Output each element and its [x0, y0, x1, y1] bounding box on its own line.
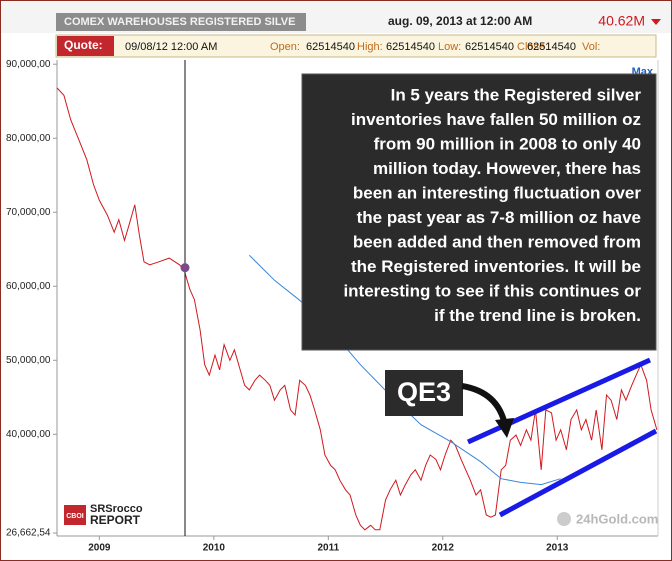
note-line: the past year as 7-8 million oz have [357, 208, 641, 227]
chart-title: COMEX WAREHOUSES REGISTERED SILVE [64, 16, 295, 28]
y-tick-label: 80,000,00 [6, 133, 51, 144]
note-line: inventories have fallen 50 million oz [351, 110, 641, 129]
x-tick-label: 2010 [203, 543, 226, 554]
close-label: Close: [517, 41, 548, 53]
y-tick-label: 40,000,00 [6, 429, 51, 440]
callout-text: QE3 [397, 377, 451, 407]
note-line: from 90 million in 2008 to only 40 [374, 134, 641, 153]
open-label: Open: [270, 41, 300, 53]
x-tick-label: 2009 [88, 543, 111, 554]
trend-line-lower [498, 428, 658, 518]
close-value: 62514540 [527, 41, 576, 53]
y-tick-label: 90,000,00 [6, 59, 51, 70]
trend-line-upper [466, 357, 652, 445]
y-tick-label: 70,000,00 [6, 207, 51, 218]
x-tick-label: 2013 [546, 543, 569, 554]
y-tick-label: 26,662,54 [6, 528, 51, 539]
note-box [301, 73, 657, 351]
watermark: 24hGold.com [576, 511, 658, 526]
quote-bar [55, 34, 657, 58]
high-value: 62514540 [386, 41, 435, 53]
y-tick-label: 50,000,00 [6, 355, 51, 366]
down-arrow [651, 19, 661, 25]
logo-badge [64, 505, 86, 525]
note-line: the Registered inventories. It will be [351, 257, 641, 276]
note-line: if the trend line is broken. [434, 306, 641, 325]
note-line: In 5 years the Registered silver [391, 85, 642, 104]
note-line: million today. However, there has [373, 159, 641, 178]
quote-label: Quote: [64, 38, 103, 52]
quote-date: 09/08/12 12:00 AM [125, 41, 217, 53]
crosshair-dot [180, 263, 190, 273]
logo-badge-text: CBOI [66, 513, 84, 520]
watermark-icon [557, 512, 571, 526]
note-line: been added and then removed from [353, 232, 641, 251]
low-value: 62514540 [465, 41, 514, 53]
callout-box [385, 370, 463, 416]
open-value: 62514540 [306, 41, 355, 53]
x-tick-label: 2011 [317, 543, 339, 554]
last-value: 40.62M [598, 13, 645, 29]
y-tick-label: 60,000,00 [6, 281, 51, 292]
logo-bottom: REPORT [90, 513, 141, 527]
vol-label: Vol: [582, 41, 600, 53]
x-tick-label: 2012 [432, 543, 455, 554]
note-text: In 5 years the Registered silver inventor… [343, 85, 641, 325]
high-label: High: [357, 41, 383, 53]
series-line [248, 254, 561, 486]
title-tab [56, 13, 306, 31]
note-line: been an interesting fluctuation over [353, 183, 641, 202]
quote-badge [57, 36, 114, 56]
logo-top: SRSrocco [90, 503, 143, 515]
header-date: aug. 09, 2013 at 12:00 AM [388, 14, 532, 28]
note-line: interesting to see if this continues or [343, 281, 641, 300]
low-label: Low: [438, 41, 461, 53]
callout-arrowhead [495, 418, 514, 438]
